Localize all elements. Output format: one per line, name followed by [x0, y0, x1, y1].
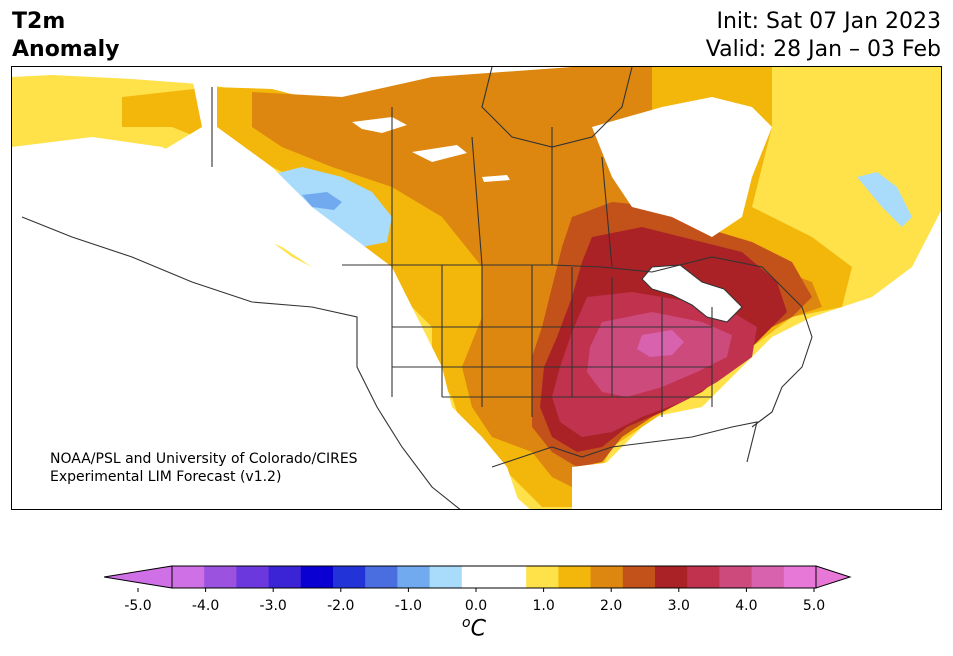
colorbar-swatch: [719, 566, 753, 588]
credit-line-1: NOAA/PSL and University of Colorado/CIRE…: [50, 451, 358, 467]
field-white-north: [12, 75, 522, 509]
map-title: T2m Anomaly: [12, 8, 119, 64]
colorbar: [104, 565, 852, 592]
colorbar-swatch: [558, 566, 592, 588]
title-line-1: T2m: [12, 9, 66, 34]
colorbar-swatch: [236, 566, 270, 588]
colorbar-unit: oC: [462, 615, 486, 641]
init-date: Init: Sat 07 Jan 2023: [716, 9, 941, 34]
colorbar-frame: [171, 565, 817, 589]
colorbar-swatch: [783, 566, 817, 588]
great-lakes: [642, 265, 742, 322]
colorbar-swatch: [655, 566, 688, 588]
colorbar-swatch: [461, 566, 495, 588]
anomaly-fields: [12, 67, 941, 509]
colorbar-swatch: [429, 566, 463, 588]
colorbar-tick-label: -1.0: [394, 598, 423, 614]
province-lines: [211, 87, 613, 268]
field-blue: [302, 192, 342, 210]
colorbar-swatch: [687, 566, 720, 588]
colorbar-tick-label: 5.0: [802, 598, 826, 614]
forecast-dates: Init: Sat 07 Jan 2023 Valid: 28 Jan – 03…: [706, 8, 941, 64]
colorbar-swatch: [494, 566, 527, 588]
colorbar-swatch: [622, 566, 656, 588]
colorbar-tick-label: 4.0: [735, 598, 758, 614]
colorbar-swatch: [333, 566, 366, 588]
colorbar-tick-label: 2.0: [600, 598, 623, 614]
boundaries: [21, 67, 813, 509]
colorbar-tick-label: 1.0: [532, 598, 555, 614]
colorbar-swatch: [397, 566, 431, 588]
east-coast: [651, 256, 813, 428]
colorbar-tick-label: 0.0: [464, 598, 488, 614]
colorbar-swatch: [526, 566, 559, 588]
colorbar-tick-label: -2.0: [327, 598, 355, 614]
colorbar-tick-label: 3.0: [667, 598, 690, 614]
colorbar-swatch: [204, 566, 237, 588]
colorbar-max-extend: [815, 565, 852, 589]
map-credit: NOAA/PSL and University of Colorado/CIRE…: [50, 450, 358, 486]
credit-line-2: Experimental LIM Forecast (v1.2): [50, 469, 282, 485]
valid-range: Valid: 28 Jan – 03 Feb: [705, 37, 941, 62]
colorbar-swatch: [172, 566, 205, 588]
great-lakes-outline: [641, 264, 743, 323]
anomaly-map: NOAA/PSL and University of Colorado/CIRE…: [11, 66, 942, 510]
map-canvas: [12, 67, 941, 509]
title-line-2: Anomaly: [12, 37, 120, 62]
colorbar-min-extend: [104, 565, 173, 589]
ocean-pacific: [12, 217, 441, 509]
colorbar-swatch: [268, 566, 302, 588]
hudson-bay-lakes: [352, 117, 510, 182]
colorbar-swatch: [590, 566, 624, 588]
gulf-coast: [491, 421, 758, 468]
degree-symbol: o: [462, 615, 471, 631]
field-pink: [637, 330, 684, 357]
field-light-blue-east: [857, 172, 912, 227]
colorbar-swatch: [365, 566, 398, 588]
ocean-gulf: [572, 417, 941, 509]
field-white-east: [592, 97, 772, 237]
colorbar-swatch: [751, 566, 785, 588]
colorbar-swatch: [300, 566, 334, 588]
colorbar-tick-label: -3.0: [259, 598, 287, 614]
ocean-atlantic: [792, 317, 941, 422]
colorbar-tick-label: -4.0: [191, 598, 220, 614]
unit-letter: C: [470, 616, 486, 642]
state-lines: [391, 265, 713, 417]
colorbar-tick-label: -5.0: [124, 598, 152, 614]
west-coast: [21, 216, 461, 509]
